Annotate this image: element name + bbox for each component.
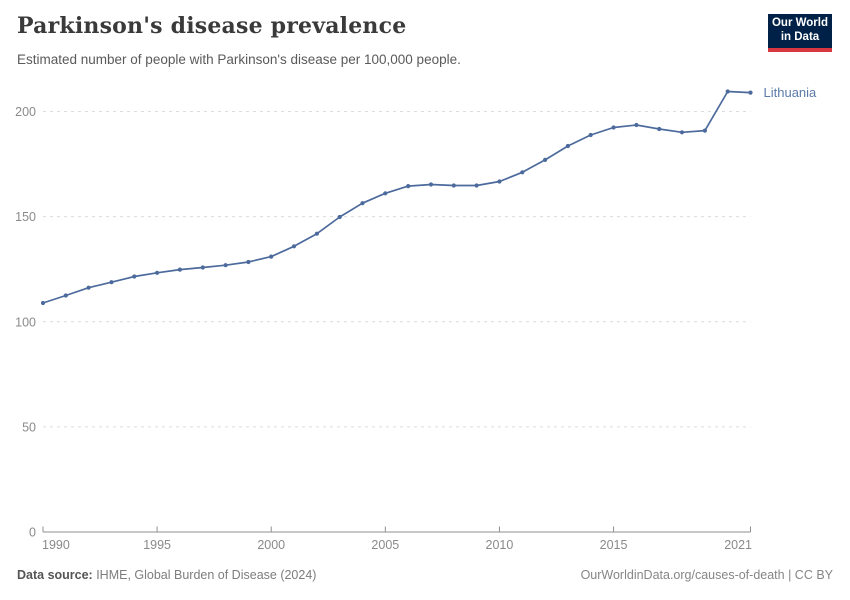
license-link[interactable]: OurWorldinData.org/causes-of-death | CC … — [580, 568, 833, 582]
data-point[interactable] — [702, 128, 708, 133]
series-line[interactable] — [42, 90, 752, 304]
data-point[interactable] — [63, 293, 68, 298]
data-source-text: IHME, Global Burden of Disease (2024) — [92, 568, 317, 582]
data-point[interactable] — [497, 179, 502, 184]
data-source-label: Data source: — [17, 568, 93, 582]
data-point[interactable] — [86, 285, 91, 290]
data-point[interactable] — [748, 90, 753, 95]
entity-label[interactable]: Lithuania — [764, 85, 818, 100]
y-axis-tick-label: 0 — [29, 526, 36, 540]
y-axis-tick-label: 150 — [15, 210, 36, 224]
owid-logo-line1: Our World — [771, 17, 828, 30]
data-point[interactable] — [406, 184, 411, 189]
data-point[interactable] — [428, 182, 434, 187]
data-point[interactable] — [360, 201, 365, 206]
data-point[interactable] — [565, 143, 571, 149]
x-axis-tick-label: 2000 — [257, 538, 285, 552]
data-point[interactable] — [200, 265, 205, 270]
data-point[interactable] — [155, 270, 160, 275]
owid-logo[interactable]: Our World in Data — [768, 14, 832, 52]
data-point[interactable] — [246, 259, 251, 265]
data-point[interactable] — [109, 280, 114, 285]
x-axis-tick-label: 2005 — [371, 538, 399, 552]
data-source-note: Data source: IHME, Global Burden of Dise… — [17, 568, 316, 582]
data-point[interactable] — [611, 125, 616, 130]
data-point[interactable] — [40, 300, 46, 306]
x-axis-tick-label: 2010 — [486, 538, 514, 552]
x-axis-tick-label: 1990 — [42, 538, 70, 552]
data-point[interactable] — [679, 130, 685, 135]
owid-logo-line2: in Data — [780, 31, 820, 43]
data-point[interactable] — [269, 254, 274, 259]
x-axis-tick-label: 1995 — [143, 538, 171, 552]
data-point[interactable] — [223, 263, 228, 268]
data-point[interactable] — [291, 244, 297, 249]
chart-subtitle: Estimated number of people with Parkinso… — [17, 52, 461, 67]
data-point[interactable] — [634, 122, 639, 128]
data-point[interactable] — [314, 231, 319, 236]
y-axis-tick-label: 200 — [15, 105, 36, 119]
y-axis-tick-label: 100 — [15, 315, 36, 329]
x-axis-tick-label: 2021 — [724, 538, 752, 552]
chart-title: Parkinson's disease prevalence — [17, 13, 407, 39]
data-point[interactable] — [383, 191, 388, 196]
data-point[interactable] — [177, 267, 182, 272]
chart-footer: Data source: IHME, Global Burden of Dise… — [17, 568, 833, 582]
data-point[interactable] — [474, 183, 479, 188]
x-axis-tick-label: 2015 — [600, 538, 628, 552]
data-point[interactable] — [520, 170, 525, 175]
data-point[interactable] — [725, 89, 730, 94]
data-point[interactable] — [543, 157, 548, 162]
y-axis-tick-label: 50 — [22, 420, 36, 434]
data-point[interactable] — [588, 132, 593, 138]
data-point[interactable] — [451, 183, 456, 188]
data-point[interactable] — [657, 126, 662, 132]
data-point[interactable] — [132, 274, 137, 279]
data-point[interactable] — [337, 214, 342, 220]
